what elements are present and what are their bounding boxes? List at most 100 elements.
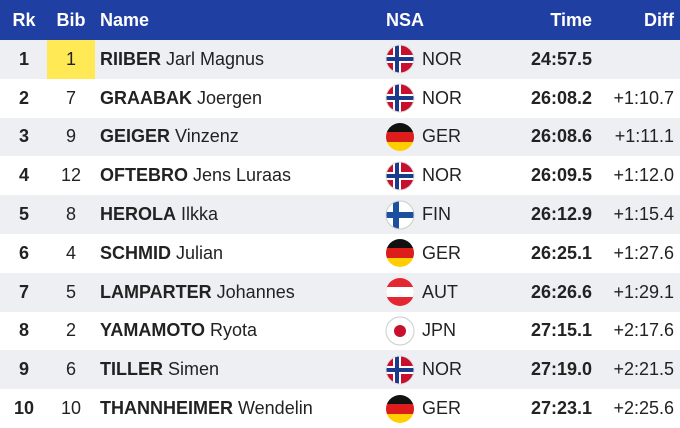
time: 27:19.0 (530, 359, 592, 380)
nsa: AUT (422, 281, 458, 302)
result-row: 5 8 HEROLA Ilkka FIN 26:12.9 +1:15.4 (0, 195, 680, 234)
time: 26:25.1 (530, 242, 592, 263)
flag-image (385, 122, 415, 152)
flag-image (385, 355, 415, 385)
diff: +1:10.7 (613, 87, 674, 108)
diff: +2:25.6 (613, 398, 674, 419)
nsa: GER (422, 398, 462, 419)
diff: +2:17.6 (613, 320, 674, 341)
surname: TILLER (100, 359, 163, 380)
result-row: 7 5 LAMPARTER Johannes AUT 26:26.6 +1:29.1 (0, 272, 680, 312)
diff: +1:12.0 (613, 165, 674, 186)
surname: YAMAMOTO (100, 320, 206, 341)
athlete-name: LAMPARTER Johannes (100, 273, 295, 312)
athlete-name: OFTEBRO Jens Luraas (100, 156, 291, 195)
nsa: GER (422, 242, 462, 263)
flag (385, 40, 415, 79)
result-row: 8 2 YAMAMOTO Ryota JPN 27:15.1 +2:17.6 (0, 312, 680, 351)
header-name[interactable]: Name (100, 9, 150, 30)
flag (385, 195, 415, 234)
flag-icon (385, 200, 415, 230)
table-header: Rk Bib Name NSA Time Diff (0, 0, 680, 40)
flag-icon (385, 355, 415, 385)
nsa: FIN (422, 204, 451, 225)
surname: LAMPARTER (100, 281, 212, 302)
bib: 9 (65, 126, 76, 147)
flag (385, 79, 415, 118)
rank: 1 (18, 48, 29, 69)
bib: 12 (60, 165, 82, 186)
result-row: 2 7 GRAABAK Joergen NOR 26:08.2 +1:10.7 (0, 79, 680, 118)
athlete-name: GEIGER Vinzenz (100, 118, 239, 157)
bib: 1 (47, 40, 95, 79)
athlete-name: SCHMID Julian (100, 234, 223, 273)
rank: 3 (18, 126, 29, 147)
diff: +2:21.5 (613, 359, 674, 380)
flag (385, 389, 415, 428)
surname: HEROLA (100, 204, 176, 225)
time: 27:15.1 (530, 320, 592, 341)
surname: RIIBER (100, 48, 162, 69)
flag-icon (385, 277, 415, 307)
time: 26:09.5 (530, 165, 592, 186)
time: 26:08.2 (530, 87, 592, 108)
bib: 7 (65, 87, 76, 108)
bib: 5 (65, 281, 76, 302)
firstname: Johannes (216, 281, 295, 302)
flag-image (385, 161, 415, 191)
header-diff[interactable]: Diff (644, 9, 674, 30)
header-bib[interactable]: Bib (56, 9, 86, 30)
flag (385, 350, 415, 389)
nsa: JPN (422, 320, 457, 341)
flag-image (385, 394, 415, 424)
bib: 8 (65, 204, 76, 225)
flag (385, 234, 415, 273)
time: 27:23.1 (530, 398, 592, 419)
nsa: GER (422, 126, 462, 147)
firstname: Vinzenz (175, 126, 239, 147)
flag-image (385, 44, 415, 74)
header-time[interactable]: Time (550, 9, 592, 30)
rank: 4 (18, 165, 29, 186)
surname: OFTEBRO (100, 165, 188, 186)
firstname: Ilkka (181, 204, 219, 225)
flag-image (385, 83, 415, 113)
result-row: 3 9 GEIGER Vinzenz GER 26:08.6 +1:11.1 (0, 117, 680, 157)
firstname: Wendelin (238, 398, 313, 419)
flag-image (386, 317, 414, 345)
rank: 8 (18, 320, 29, 341)
diff: +1:29.1 (613, 281, 674, 302)
rank: 7 (18, 281, 29, 302)
flag-image (385, 277, 415, 307)
athlete-name: GRAABAK Joergen (100, 79, 262, 118)
flag-icon (385, 394, 415, 424)
bib: 10 (60, 398, 82, 419)
header-rank[interactable]: Rk (12, 9, 36, 30)
time: 26:12.9 (530, 204, 592, 225)
firstname: Joergen (197, 87, 263, 108)
flag-image (385, 238, 415, 268)
nsa: NOR (422, 87, 462, 108)
header-nsa[interactable]: NSA (386, 9, 425, 30)
surname: SCHMID (100, 242, 171, 263)
flag-icon (385, 44, 415, 74)
flag (385, 273, 415, 312)
result-row: 1 1 RIIBER Jarl Magnus NOR 24:57.5 (0, 40, 680, 79)
diff: +1:15.4 (613, 204, 674, 225)
athlete-name: THANNHEIMER Wendelin (100, 389, 313, 428)
result-row: 10 10 THANNHEIMER Wendelin GER 27:23.1 +2:25.6 (0, 389, 680, 428)
bib: 6 (65, 359, 76, 380)
flag (385, 118, 415, 157)
flag-icon (385, 238, 415, 268)
flag-icon (385, 83, 415, 113)
flag-icon (385, 122, 415, 152)
bib: 4 (65, 242, 76, 263)
firstname: Jens Luraas (193, 165, 292, 186)
flag-icon (385, 161, 415, 191)
surname: THANNHEIMER (100, 398, 233, 419)
time: 26:26.6 (530, 281, 592, 302)
athlete-name: YAMAMOTO Ryota (100, 312, 257, 351)
flag (385, 156, 415, 195)
surname: GEIGER (100, 126, 171, 147)
firstname: Ryota (210, 320, 258, 341)
